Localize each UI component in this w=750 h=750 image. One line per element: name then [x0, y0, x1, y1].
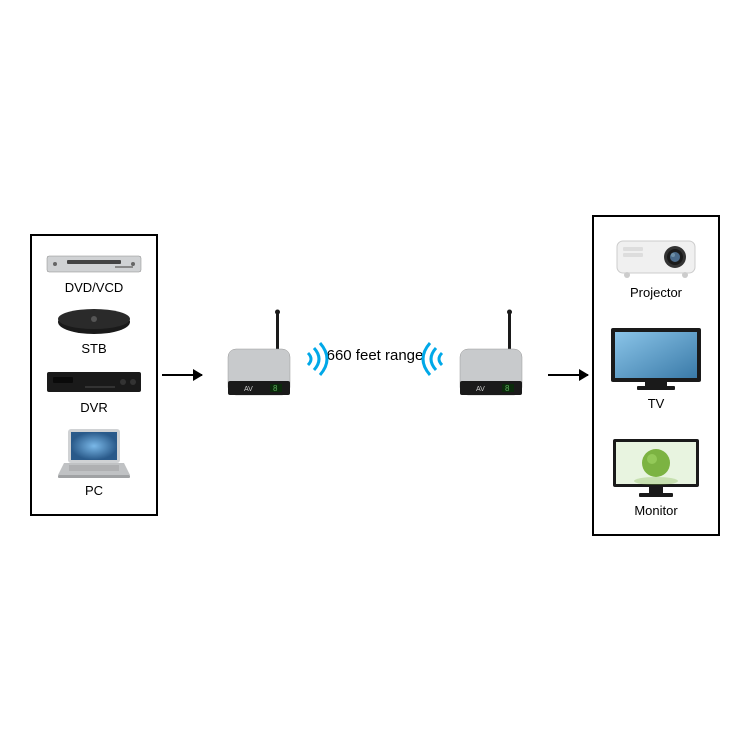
pc-label: PC [85, 483, 103, 498]
wifi-signal-left-icon [414, 339, 448, 379]
dvd-player-icon [45, 252, 143, 276]
wireless-section: AV 8 660 feet range [206, 309, 544, 401]
receiver-device: AV 8 [452, 309, 530, 401]
stb-icon [53, 307, 135, 337]
diagram-layout: DVD/VCD STB [30, 215, 720, 536]
receiver-icon: AV 8 [452, 309, 530, 401]
tv-label: TV [648, 396, 665, 411]
source-devices-box: DVD/VCD STB [30, 234, 158, 516]
arrow-rx-to-display [548, 374, 588, 376]
tx-display: 8 [273, 384, 278, 393]
device-monitor: Monitor [609, 435, 703, 518]
transmitter-icon: AV 8 [220, 309, 298, 401]
projector-icon [611, 233, 701, 281]
svg-text:AV: AV [476, 386, 485, 393]
rx-display: 8 [505, 384, 510, 393]
device-dvr: DVR [45, 368, 143, 415]
monitor-icon [609, 435, 703, 499]
arrow-source-to-tx [162, 374, 202, 376]
dvr-icon [45, 368, 143, 396]
device-tv: TV [607, 324, 705, 411]
dvd-label: DVD/VCD [65, 280, 124, 295]
projector-label: Projector [630, 285, 682, 300]
device-stb: STB [53, 307, 135, 356]
monitor-label: Monitor [634, 503, 677, 518]
display-devices-box: Projector [592, 215, 720, 536]
dvr-label: DVR [80, 400, 107, 415]
stb-label: STB [81, 341, 106, 356]
wifi-signal-right-icon [302, 339, 336, 379]
diagram-container: DVD/VCD STB [0, 0, 750, 750]
transmitter-device: AV 8 [220, 309, 298, 401]
svg-text:AV: AV [244, 386, 253, 393]
device-pc: PC [54, 427, 134, 498]
tv-icon [607, 324, 705, 392]
range-label: 660 feet range [327, 347, 424, 364]
laptop-icon [54, 427, 134, 479]
device-dvd: DVD/VCD [45, 252, 143, 295]
device-projector: Projector [611, 233, 701, 300]
